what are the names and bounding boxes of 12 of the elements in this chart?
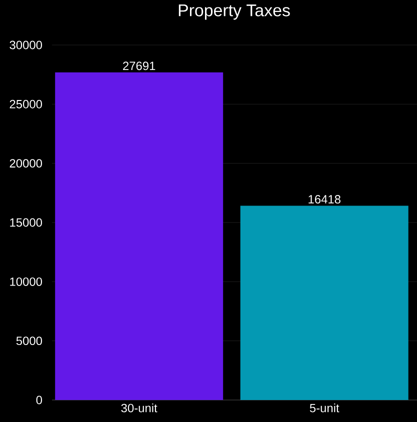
x-tick-label: 30-unit [121, 404, 158, 412]
y-tick-label: 10000 [10, 277, 42, 286]
y-tick-label: 0 [36, 396, 42, 404]
y-tick-label: 30000 [10, 40, 42, 50]
y-tick-label: 25000 [10, 100, 42, 108]
data-label: 27691 [123, 62, 156, 70]
chart-title: Property Taxes [178, 4, 290, 20]
x-tick-label: 5-unit [310, 404, 340, 412]
y-tick-label: 5000 [16, 336, 42, 346]
y-tick-label: 20000 [10, 159, 42, 168]
y-tick-label: 15000 [10, 218, 42, 227]
data-label: 16418 [308, 195, 340, 204]
